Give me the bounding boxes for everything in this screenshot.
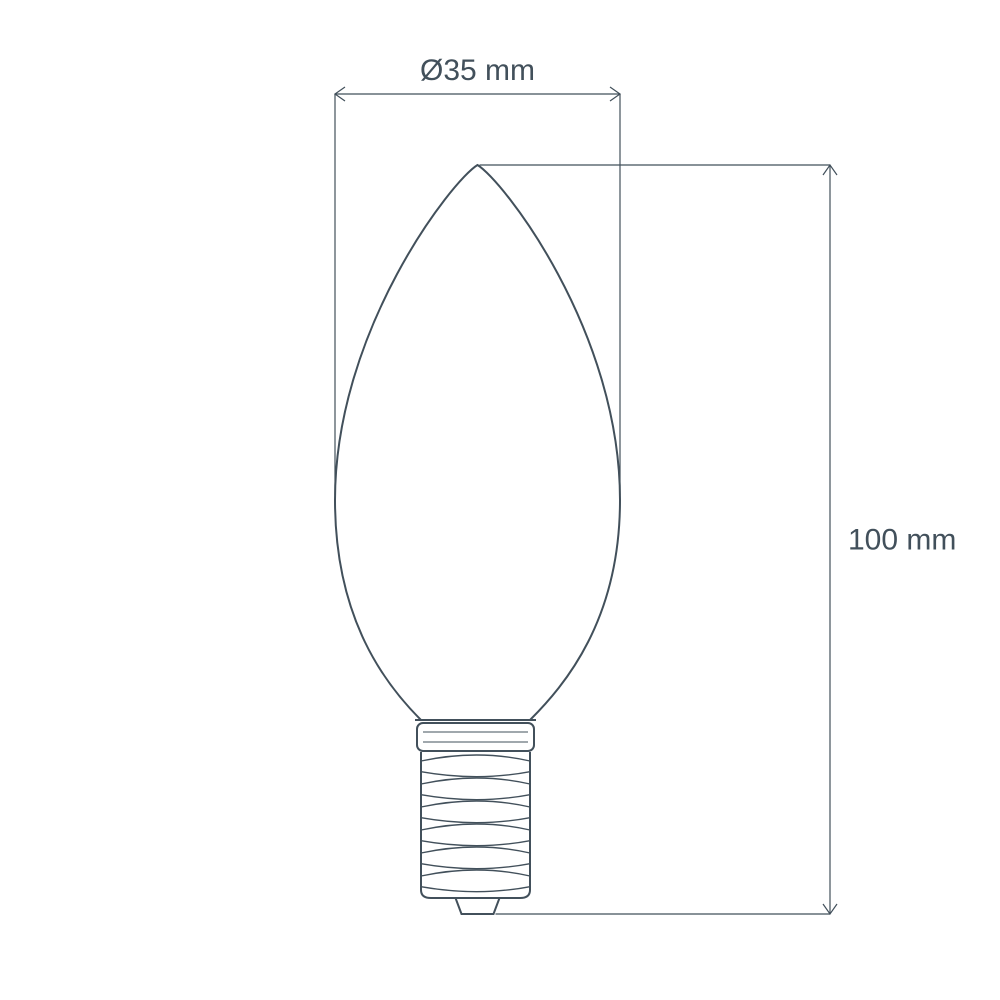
thread-line	[421, 795, 530, 800]
thread-line	[421, 887, 530, 892]
thread-line	[421, 772, 530, 777]
thread-line	[421, 801, 530, 807]
thread-line	[421, 755, 530, 761]
collar	[417, 723, 534, 751]
thread-line	[421, 778, 530, 784]
bulb-outline	[335, 165, 620, 720]
thread-line	[421, 824, 530, 830]
dim-label-width: Ø35 mm	[420, 54, 535, 87]
thread-line	[421, 870, 530, 876]
thread-line	[421, 847, 530, 853]
bottom-contact	[456, 898, 500, 914]
thread-line	[421, 818, 530, 823]
thread-line	[421, 841, 530, 846]
thread-line	[421, 864, 530, 869]
dim-label-height: 100 mm	[848, 524, 956, 557]
